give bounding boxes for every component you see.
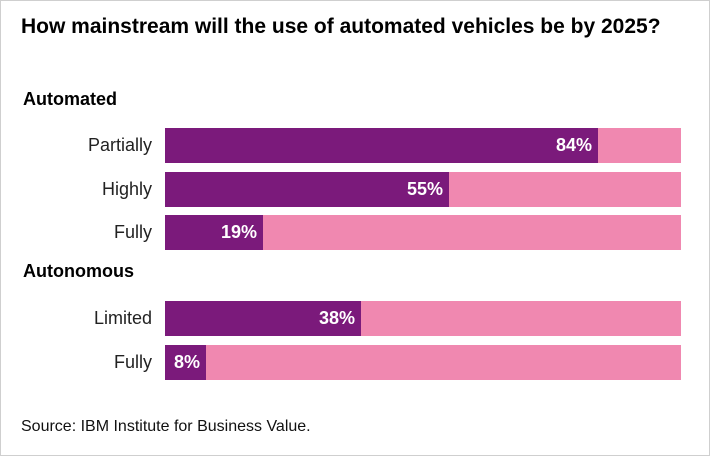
group-label-automated: Automated <box>23 89 117 109</box>
bar-value-autonomous-fully: 8% <box>173 352 200 372</box>
source-note: Source: IBM Institute for Business Value… <box>21 418 311 435</box>
bar-track-automated-partially: 84% <box>165 128 681 163</box>
bar-track-autonomous-fully: 8% <box>165 345 681 380</box>
bar-autonomous-limited <box>165 301 361 336</box>
bar-track-automated-highly: 55% <box>165 172 681 207</box>
group-label-autonomous: Autonomous <box>23 261 134 281</box>
row-label-automated-partially: Partially <box>87 135 152 155</box>
bar-automated-partially <box>165 128 598 163</box>
bar-value-automated-partially: 84% <box>555 135 592 155</box>
row-label-autonomous-fully: Fully <box>113 352 152 372</box>
row-label-autonomous-limited: Limited <box>93 308 152 328</box>
bar-automated-fully <box>165 215 263 250</box>
chart-title: How mainstream will the use of automated… <box>21 15 661 38</box>
bar-value-automated-highly: 55% <box>406 179 443 199</box>
bar-track-automated-fully: 19% <box>165 215 681 250</box>
bar-value-autonomous-limited: 38% <box>318 308 355 328</box>
row-label-automated-highly: Highly <box>101 179 152 199</box>
bar-track-autonomous-limited: 38% <box>165 301 681 336</box>
row-label-automated-fully: Fully <box>113 222 152 242</box>
bar-automated-highly <box>165 172 449 207</box>
bar-autonomous-fully <box>165 345 206 380</box>
bar-value-automated-fully: 19% <box>220 222 257 242</box>
